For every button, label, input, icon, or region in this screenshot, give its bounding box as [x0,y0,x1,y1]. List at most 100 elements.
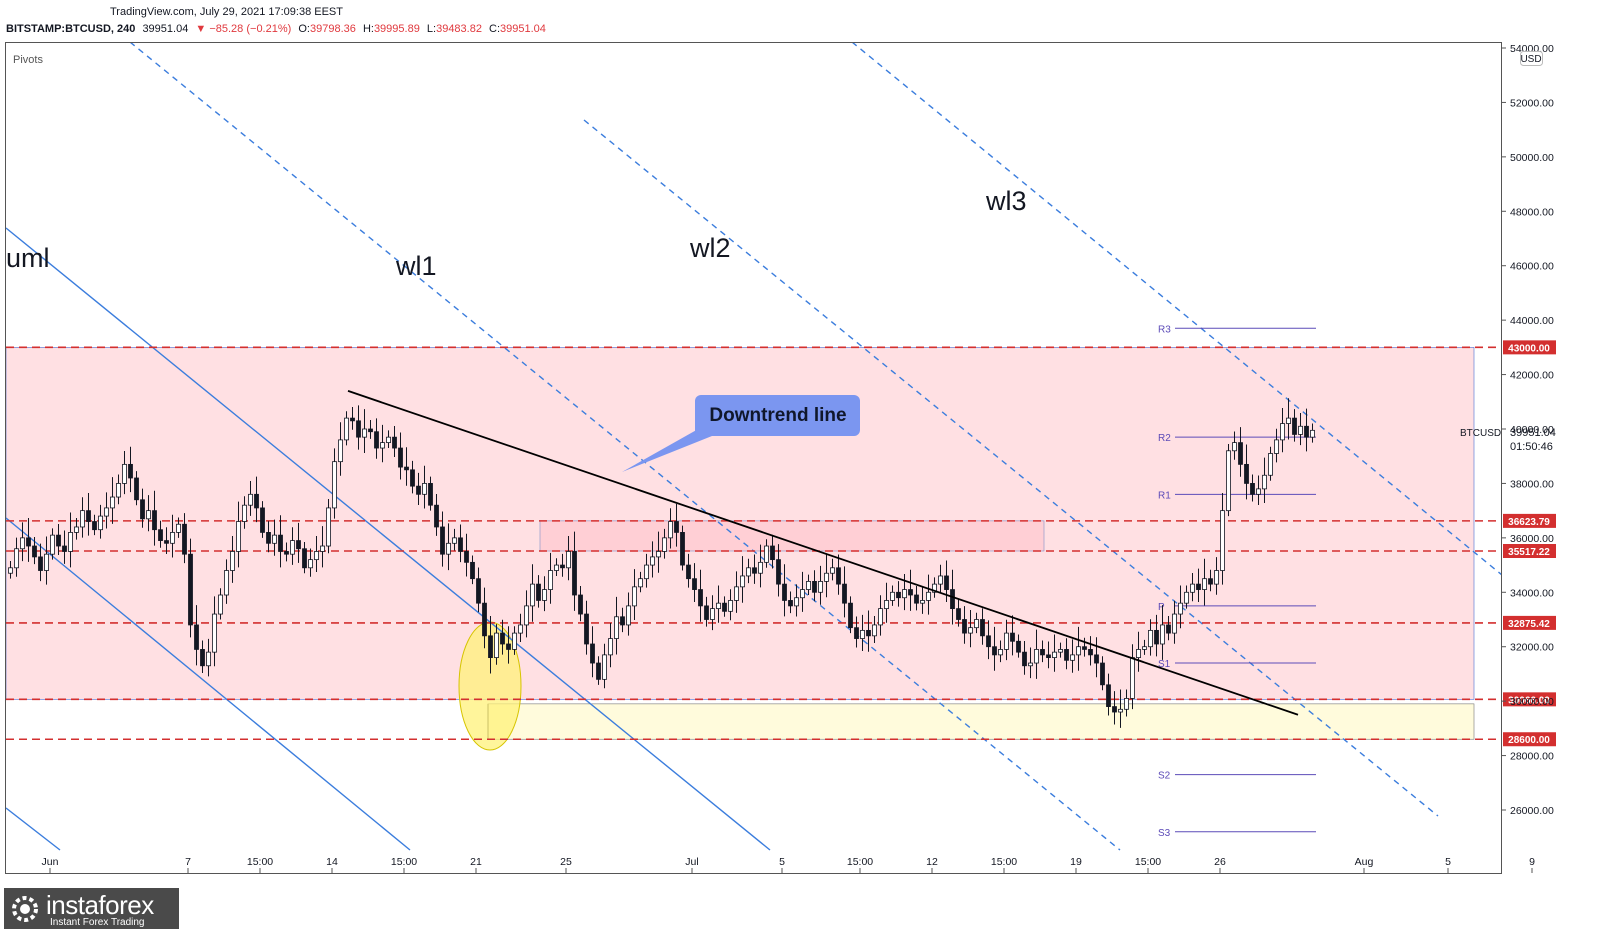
candle [1016,634,1021,658]
candle-body [830,567,835,574]
currency-badge[interactable]: USD [1520,51,1543,66]
candle [890,585,895,606]
candle-body [794,597,799,607]
candle-body [674,521,679,533]
candle-body [506,643,511,650]
candle-body [254,493,259,509]
candle [674,503,679,547]
candle-body [800,589,805,599]
candle-body [194,624,199,650]
time-tick-label: 21 [470,856,482,868]
candle [1256,475,1261,505]
time-axis[interactable]: Jun 7 15:00 14 15:00 21 25 Jul 5 15:00 12 15:00 19 15… [42,856,1536,873]
candle-body [1148,629,1153,648]
candle-body [776,559,781,585]
candle [554,558,559,576]
candle [1274,428,1279,463]
candle-body [884,600,889,610]
candle-body [530,583,535,607]
candle-body [212,613,217,653]
candle-body [986,635,991,648]
candle [26,517,31,562]
price-tick-label: 44000.00 [1510,315,1554,327]
candle [1070,639,1075,673]
candle-body [866,629,871,637]
candle-body [110,496,115,509]
downtrend-callout[interactable]: Downtrend line [622,395,860,472]
indicator-label[interactable]: Pivots [13,54,43,66]
candle-body [1094,654,1099,664]
candle-body [266,532,271,544]
candle [836,554,841,595]
candle [1112,691,1117,725]
price-change: −85.28 (−0.21%) [209,23,292,35]
candle [1268,446,1273,481]
pivot-label-s3: S3 [1158,828,1171,839]
candle-body [860,629,865,639]
candle-body [308,559,313,569]
candle [134,471,139,506]
candle [524,590,529,638]
candle-body [878,608,883,626]
candle [464,533,469,577]
wl3-line [852,43,1501,576]
candle [326,498,331,554]
callout-text: Downtrend line [709,405,846,426]
candle-body [392,436,397,449]
candle-body [1154,629,1159,645]
candle [878,595,883,636]
candle-body [524,605,529,626]
candle [1292,409,1297,442]
candle-body [1112,706,1117,713]
candle-body [380,442,385,449]
candle-body [656,551,661,558]
candle-body [260,507,265,533]
candle [404,447,409,486]
candle [1262,457,1267,504]
candle-body [782,583,787,601]
uml-line [6,227,771,851]
candle [200,640,205,673]
candle-body [500,632,505,645]
time-tick-label: 9 [1529,856,1535,868]
candle-body [974,619,979,629]
instaforex-logo: instaforex Instant Forex Trading [4,888,179,929]
candle [1052,634,1057,672]
candle [182,513,187,564]
candle-body [998,649,1003,656]
candle-body [512,632,517,650]
candle-body [446,542,451,555]
level-tag: 43000.00 [1503,340,1556,355]
candle-body [680,532,685,566]
price-axis[interactable]: 43000.00 36623.79 35517.22 32875.42 30066.00… [1501,43,1556,817]
candle-body [470,561,475,580]
candle [242,496,247,529]
candle [362,409,367,454]
candle [458,524,463,563]
candles-layer [8,398,1315,728]
time-tick-label: Jul [685,856,698,868]
price-tick-label: 36000.00 [1510,533,1554,545]
symbol-label[interactable]: BITSTAMP:BTCUSD, 240 [6,23,136,35]
gear-logo-icon [12,896,38,922]
candle-body [1208,578,1213,585]
level-tag: 28600.00 [1503,732,1556,747]
label-wl3: wl3 [985,186,1027,216]
candle [722,596,727,617]
candle-body [356,420,361,438]
label-wl1: wl1 [395,251,437,281]
candle-body [1028,662,1033,667]
time-tick-label: Jun [42,856,59,868]
candle [74,517,79,540]
candle-body [554,564,559,571]
candle-body [92,521,97,531]
candle [1028,647,1033,679]
candle [704,596,709,627]
candle [170,514,175,558]
candle [86,492,91,536]
candle-body [848,602,853,629]
candle [398,432,403,480]
candle [1004,619,1009,661]
level-tag-bg [1503,340,1556,355]
